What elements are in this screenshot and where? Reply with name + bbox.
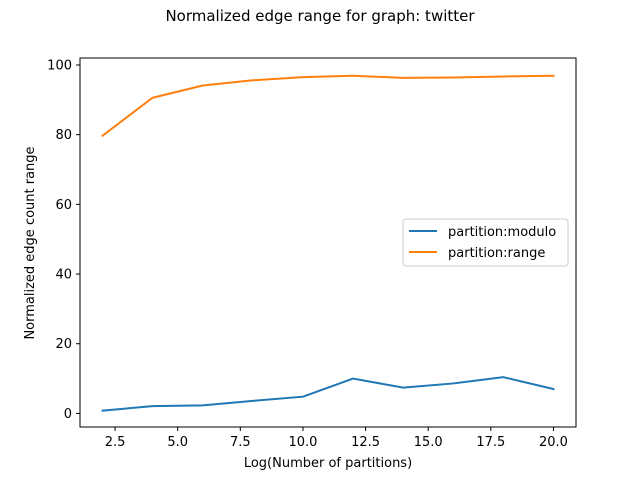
y-tick-label: 80 (55, 128, 72, 143)
series-line-modulo (101, 376, 555, 412)
chart-title: Normalized edge range for graph: twitter (165, 7, 475, 25)
y-tick-label: 40 (55, 268, 72, 283)
plot-frame (79, 57, 577, 428)
series-line-range (101, 74, 555, 138)
x-tick-label: 2.5 (105, 435, 126, 450)
y-tick-label: 20 (55, 337, 72, 352)
x-tick-label: 12.5 (351, 435, 380, 450)
x-axis-label: Log(Number of partitions) (244, 456, 412, 471)
x-tick-label: 10.0 (288, 435, 317, 450)
x-tick-label: 7.5 (230, 435, 251, 450)
x-tick-label: 17.5 (476, 435, 505, 450)
x-axis-ticks: 2.5 5.0 7.5 10.0 12.5 15.0 17.5 20.0 (105, 427, 568, 450)
y-tick-label: 60 (55, 198, 72, 213)
legend: partition:modulo partition:range (402, 218, 569, 267)
y-axis-label: Normalized edge count range (23, 146, 38, 339)
y-tick-label: 0 (64, 407, 72, 422)
legend-label-modulo: partition:modulo (448, 225, 556, 240)
x-tick-label: 15.0 (414, 435, 443, 450)
legend-label-range: partition:range (448, 246, 545, 261)
x-tick-label: 20.0 (539, 435, 568, 450)
y-tick-label: 100 (47, 58, 72, 73)
series-group (101, 74, 555, 412)
x-tick-label: 5.0 (167, 435, 188, 450)
y-axis-ticks: 0 20 40 60 80 100 (47, 58, 80, 422)
legend-box (402, 218, 569, 267)
